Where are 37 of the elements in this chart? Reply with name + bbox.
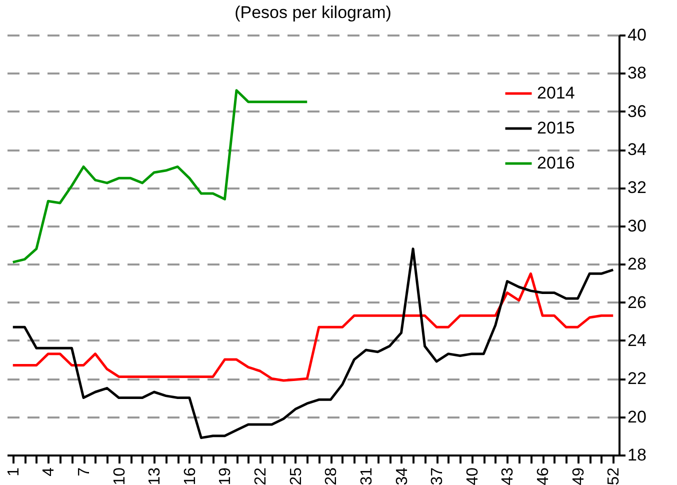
x-tick-label: 7 <box>76 467 93 476</box>
x-tick-label: 13 <box>146 467 164 485</box>
y-tick-label: 36 <box>628 102 646 121</box>
x-tick-label: 16 <box>182 467 199 485</box>
y-tick-label: 30 <box>628 216 646 236</box>
y-tick-label: 28 <box>628 254 646 274</box>
y-tick-label: 20 <box>628 407 646 426</box>
y-tick-label: 22 <box>628 369 646 388</box>
x-tick-label: 31 <box>358 467 376 485</box>
x-tick-label: 4 <box>40 467 58 476</box>
y-tick-label: 38 <box>628 64 646 83</box>
x-tick-label: 34 <box>394 467 411 485</box>
x-tick-label: 28 <box>323 467 340 485</box>
chart-title: (Pesos per kilogram) <box>234 3 392 22</box>
x-tick-label: 25 <box>288 467 305 485</box>
x-tick-label: 40 <box>464 467 482 485</box>
x-tick-label: 46 <box>535 467 552 485</box>
y-tick-label: 18 <box>628 446 646 464</box>
x-tick-label: 49 <box>570 467 588 485</box>
line-series <box>12 89 308 264</box>
legend-label: 2016 <box>537 154 575 172</box>
y-tick-label: 40 <box>628 26 646 44</box>
y-tick-label: 26 <box>628 292 646 312</box>
x-tick-label: 10 <box>111 467 128 485</box>
legend-label: 2014 <box>537 84 575 102</box>
x-tick-label: 43 <box>500 467 517 485</box>
legend-label: 2015 <box>537 118 575 138</box>
y-tick-label: 24 <box>628 330 646 350</box>
x-tick-label: 22 <box>252 467 270 485</box>
y-tick-label: 34 <box>628 140 646 160</box>
x-tick-label: 1 <box>5 467 22 476</box>
y-tick-label: 32 <box>628 178 646 198</box>
line-series <box>12 272 614 382</box>
x-tick-label: 37 <box>429 467 446 485</box>
line-series <box>12 248 614 440</box>
x-tick-label: 52 <box>606 467 623 485</box>
x-tick-label: 19 <box>217 467 234 485</box>
